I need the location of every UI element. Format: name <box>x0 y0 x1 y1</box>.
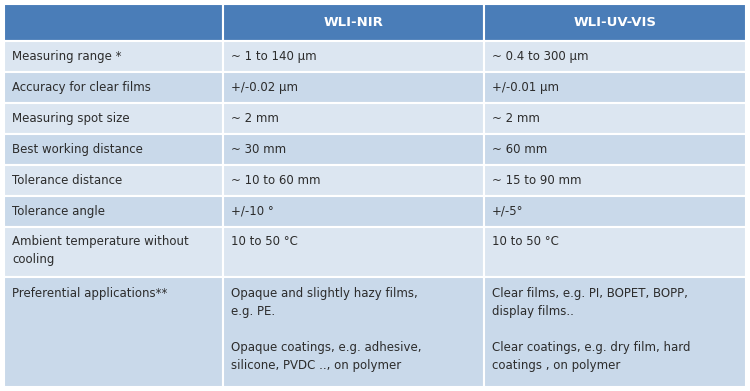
Bar <box>484 103 746 134</box>
Bar <box>484 196 746 227</box>
Text: ~ 15 to 90 mm: ~ 15 to 90 mm <box>492 174 581 187</box>
Bar <box>223 165 484 196</box>
Text: WLI-UV-VIS: WLI-UV-VIS <box>574 16 656 29</box>
Bar <box>223 41 484 72</box>
Bar <box>223 227 484 278</box>
Bar <box>484 165 746 196</box>
Bar <box>4 4 223 41</box>
Bar <box>484 4 746 41</box>
Text: Best working distance: Best working distance <box>12 143 142 156</box>
Text: Accuracy for clear films: Accuracy for clear films <box>12 81 151 94</box>
Text: ~ 2 mm: ~ 2 mm <box>492 112 540 125</box>
Text: ~ 1 to 140 μm: ~ 1 to 140 μm <box>231 50 316 63</box>
Text: ~ 0.4 to 300 μm: ~ 0.4 to 300 μm <box>492 50 589 63</box>
Text: +/-0.01 μm: +/-0.01 μm <box>492 81 559 94</box>
Text: Ambient temperature without
cooling: Ambient temperature without cooling <box>12 235 189 266</box>
Bar <box>4 72 223 103</box>
Text: 10 to 50 °C: 10 to 50 °C <box>231 235 298 248</box>
Text: Clear films, e.g. PI, BOPET, BOPP,
display films..

Clear coatings, e.g. dry fil: Clear films, e.g. PI, BOPET, BOPP, displ… <box>492 287 691 373</box>
Bar <box>484 278 746 387</box>
Text: +/-0.02 μm: +/-0.02 μm <box>231 81 298 94</box>
Bar <box>223 103 484 134</box>
Text: 10 to 50 °C: 10 to 50 °C <box>492 235 559 248</box>
Bar <box>4 103 223 134</box>
Bar <box>484 134 746 165</box>
Text: Tolerance distance: Tolerance distance <box>12 174 122 187</box>
Text: ~ 10 to 60 mm: ~ 10 to 60 mm <box>231 174 320 187</box>
Bar <box>223 134 484 165</box>
Bar <box>484 72 746 103</box>
Text: ~ 30 mm: ~ 30 mm <box>231 143 286 156</box>
Text: ~ 2 mm: ~ 2 mm <box>231 112 279 125</box>
Text: Measuring range *: Measuring range * <box>12 50 122 63</box>
Bar <box>4 165 223 196</box>
Bar <box>223 4 484 41</box>
Text: Measuring spot size: Measuring spot size <box>12 112 130 125</box>
Bar <box>4 41 223 72</box>
Bar <box>223 278 484 387</box>
Bar <box>4 278 223 387</box>
Text: WLI-NIR: WLI-NIR <box>323 16 383 29</box>
Bar <box>4 227 223 278</box>
Text: Tolerance angle: Tolerance angle <box>12 205 105 218</box>
Bar <box>4 134 223 165</box>
Text: ~ 60 mm: ~ 60 mm <box>492 143 548 156</box>
Bar <box>223 196 484 227</box>
Text: Preferential applications**: Preferential applications** <box>12 287 167 300</box>
Bar <box>223 72 484 103</box>
Bar <box>484 41 746 72</box>
Bar <box>484 227 746 278</box>
Bar <box>4 196 223 227</box>
Text: Opaque and slightly hazy films,
e.g. PE.

Opaque coatings, e.g. adhesive,
silico: Opaque and slightly hazy films, e.g. PE.… <box>231 287 422 373</box>
Text: +/-5°: +/-5° <box>492 205 524 218</box>
Text: +/-10 °: +/-10 ° <box>231 205 274 218</box>
